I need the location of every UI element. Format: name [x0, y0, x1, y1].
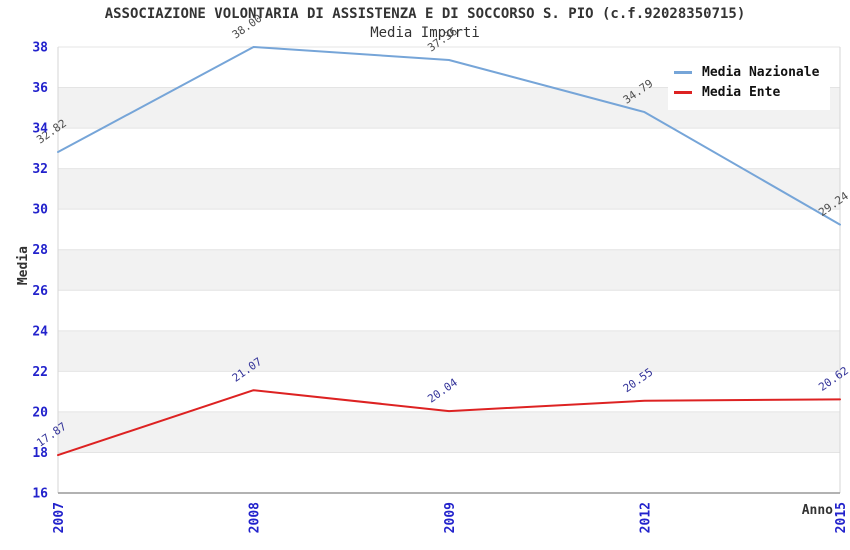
- x-tick-label: 2008: [248, 502, 263, 533]
- y-tick-label: 18: [32, 446, 48, 461]
- grid-band: [58, 249, 840, 291]
- y-tick-label: 34: [32, 122, 48, 137]
- grid-band: [58, 330, 840, 372]
- y-tick-label: 24: [32, 324, 48, 339]
- legend: Media Nazionale Media Ente: [668, 55, 830, 110]
- legend-label: Media Ente: [702, 85, 781, 100]
- y-tick-label: 30: [32, 203, 48, 218]
- y-tick-label: 38: [32, 41, 48, 56]
- grid-band: [58, 290, 840, 331]
- grid-band: [58, 411, 840, 453]
- legend-item-media-ente: Media Ente: [674, 85, 824, 100]
- chart-title: ASSOCIAZIONE VOLONTARIA DI ASSISTENZA E …: [104, 6, 746, 22]
- value-label: 38.00: [230, 12, 265, 42]
- legend-item-media-nazionale: Media Nazionale: [674, 65, 824, 80]
- y-tick-label: 22: [32, 365, 48, 380]
- x-tick-label: 2012: [639, 502, 654, 533]
- legend-swatch-blue-line-icon: [674, 71, 692, 74]
- y-tick-label: 32: [32, 162, 48, 177]
- legend-label: Media Nazionale: [702, 65, 820, 80]
- y-tick-label: 16: [32, 487, 48, 502]
- chart-subtitle: Media Importi: [370, 25, 480, 41]
- y-tick-label: 26: [32, 284, 48, 299]
- grid-band: [58, 128, 840, 169]
- y-tick-label: 28: [32, 243, 48, 258]
- x-tick-label: 2015: [834, 502, 849, 533]
- grid-band: [58, 371, 840, 412]
- x-tick-label: 2009: [443, 502, 458, 533]
- series-line-media-nazionale: [57, 46, 841, 226]
- grid-band: [58, 452, 840, 493]
- x-axis-title: Anno: [801, 503, 833, 518]
- x-tick-label: 2007: [52, 502, 67, 533]
- legend-swatch-red-line-icon: [674, 91, 692, 94]
- grid-band: [58, 209, 840, 250]
- grid-band: [58, 168, 840, 210]
- series-line-media-ente: [57, 389, 841, 457]
- y-tick-label: 36: [32, 81, 48, 96]
- y-tick-label: 20: [32, 405, 48, 420]
